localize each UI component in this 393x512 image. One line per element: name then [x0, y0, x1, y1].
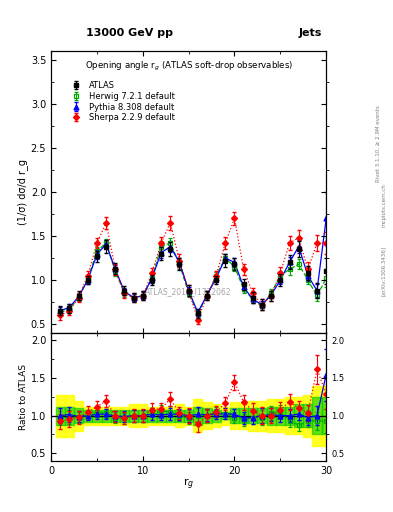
Legend: ATLAS, Herwig 7.2.1 default, Pythia 8.308 default, Sherpa 2.2.9 default: ATLAS, Herwig 7.2.1 default, Pythia 8.30…	[64, 78, 178, 125]
Text: mcplots.cern.ch: mcplots.cern.ch	[381, 183, 386, 227]
Text: Opening angle r$_g$ (ATLAS soft-drop observables): Opening angle r$_g$ (ATLAS soft-drop obs…	[84, 60, 293, 73]
Text: ATLAS_2019_I1772062: ATLAS_2019_I1772062	[145, 287, 232, 296]
Text: Rivet 3.1.10, ≥ 2.9M events: Rivet 3.1.10, ≥ 2.9M events	[376, 105, 380, 182]
Text: 13000 GeV pp: 13000 GeV pp	[86, 28, 173, 38]
Text: [arXiv:1306.3436]: [arXiv:1306.3436]	[381, 246, 386, 296]
Y-axis label: Ratio to ATLAS: Ratio to ATLAS	[19, 364, 28, 430]
X-axis label: r$_g$: r$_g$	[183, 477, 194, 493]
Y-axis label: (1/σ) dσ/d r_g: (1/σ) dσ/d r_g	[17, 159, 28, 225]
Text: Jets: Jets	[299, 28, 322, 38]
